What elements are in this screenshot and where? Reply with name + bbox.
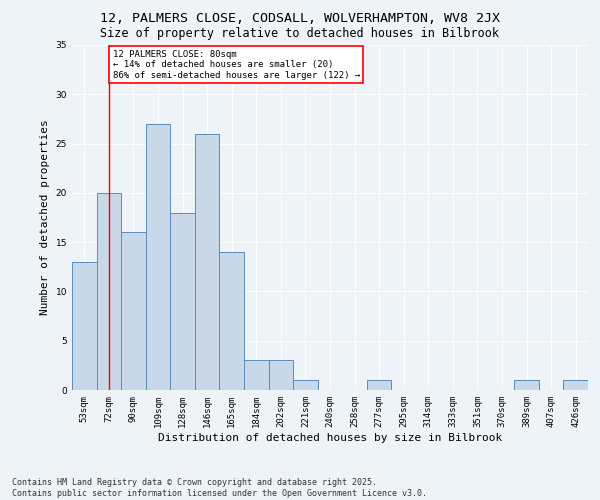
Bar (514, 380, 539, 390)
Bar (293, 380, 318, 390)
Text: 12 PALMERS CLOSE: 80sqm
← 14% of detached houses are smaller (20)
86% of semi-de: 12 PALMERS CLOSE: 80sqm ← 14% of detache… (113, 50, 360, 80)
Bar (563, 380, 588, 390)
Bar (220, 252, 244, 390)
Text: 12, PALMERS CLOSE, CODSALL, WOLVERHAMPTON, WV8 2JX: 12, PALMERS CLOSE, CODSALL, WOLVERHAMPTO… (100, 12, 500, 26)
Bar (146, 124, 170, 390)
Text: Contains HM Land Registry data © Crown copyright and database right 2025.
Contai: Contains HM Land Registry data © Crown c… (12, 478, 427, 498)
Bar (97, 193, 121, 390)
Bar (195, 134, 220, 390)
Bar (269, 360, 293, 390)
Bar (121, 232, 146, 390)
Bar (72, 262, 97, 390)
Y-axis label: Number of detached properties: Number of detached properties (40, 120, 50, 316)
Bar (244, 360, 269, 390)
Bar (170, 212, 195, 390)
Bar (367, 380, 391, 390)
X-axis label: Distribution of detached houses by size in Bilbrook: Distribution of detached houses by size … (158, 432, 502, 442)
Text: Size of property relative to detached houses in Bilbrook: Size of property relative to detached ho… (101, 28, 499, 40)
